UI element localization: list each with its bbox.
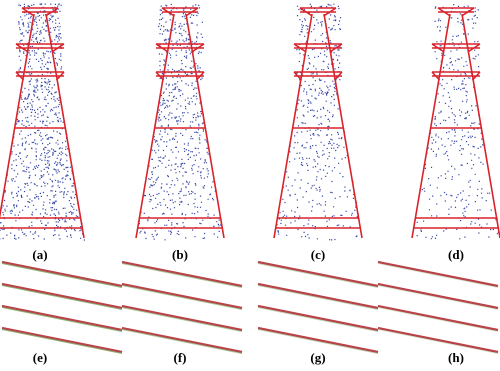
conductor xyxy=(121,260,243,288)
panel-label: (d) xyxy=(448,247,464,262)
conductor xyxy=(257,260,379,288)
panel-label: (b) xyxy=(172,247,188,262)
point-cloud xyxy=(276,3,359,241)
conductor xyxy=(1,326,123,354)
crossarm xyxy=(293,71,343,81)
panel-label: (h) xyxy=(448,350,464,365)
conductor xyxy=(377,304,499,332)
conductor-points xyxy=(1,285,123,310)
conductor-points xyxy=(121,329,243,354)
conductor-points xyxy=(1,263,123,288)
crossarm xyxy=(431,43,481,53)
conductor-points xyxy=(377,307,499,332)
conductor-points xyxy=(377,285,499,310)
conductor xyxy=(257,304,379,332)
point-cloud xyxy=(416,3,499,240)
crossarm xyxy=(437,7,475,17)
conductor xyxy=(257,326,379,354)
point-cloud xyxy=(138,3,222,241)
conductor-points xyxy=(1,307,123,332)
conductor xyxy=(1,304,123,332)
conductor-points xyxy=(121,263,243,288)
conductor xyxy=(257,282,379,310)
crossarm xyxy=(21,7,59,17)
conductor-points xyxy=(257,263,379,288)
crossarm xyxy=(161,7,199,17)
crossarm xyxy=(155,43,205,53)
figure-art xyxy=(0,3,500,354)
panel-label: (g) xyxy=(310,350,325,365)
conductor-points xyxy=(377,263,499,288)
panel-label: (a) xyxy=(32,247,47,262)
point-cloud xyxy=(0,3,85,241)
conductor xyxy=(121,282,243,310)
conductor xyxy=(377,260,499,288)
panel-label: (e) xyxy=(33,350,47,365)
crossarm xyxy=(155,71,205,81)
crossarm xyxy=(293,43,343,53)
conductor-points xyxy=(257,307,379,332)
conductor xyxy=(377,282,499,310)
conductor-points xyxy=(257,329,379,354)
crossarm xyxy=(431,71,481,81)
conductor-points xyxy=(1,329,123,354)
panel-label: (c) xyxy=(311,247,325,262)
conductor xyxy=(121,304,243,332)
conductor xyxy=(1,282,123,310)
conductor xyxy=(1,260,123,288)
conductor-points xyxy=(377,329,499,354)
crossarm xyxy=(299,7,337,17)
conductor-points xyxy=(121,307,243,332)
conductor xyxy=(377,326,499,354)
conductor xyxy=(121,326,243,354)
crossarm xyxy=(15,71,65,81)
panel-label: (f) xyxy=(174,350,187,365)
conductor-points xyxy=(121,285,243,310)
crossarm xyxy=(15,43,65,53)
conductor-points xyxy=(257,285,379,310)
